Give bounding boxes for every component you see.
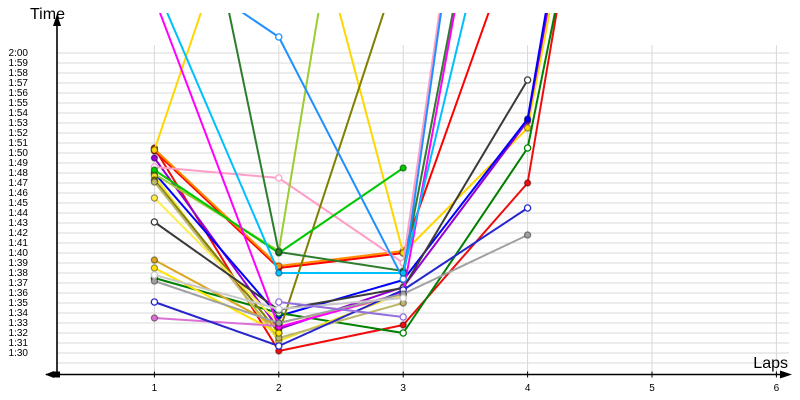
series-line-yellow-4 (153, 267, 280, 334)
x-axis-label: 2 (276, 383, 282, 394)
series-line-dodger-blue (241, 13, 442, 280)
data-point-gray (275, 319, 283, 327)
data-point-navy (523, 204, 532, 212)
data-point-silver (399, 294, 407, 302)
data-point-silver (275, 305, 283, 313)
y-axis-label: 1:47 (9, 178, 29, 189)
y-axis-label: 1:39 (9, 258, 29, 269)
y-axis-label: 1:59 (9, 58, 29, 69)
data-point-silver (150, 271, 159, 279)
y-axis-title: Time (30, 6, 65, 23)
series-line-dark-green (228, 13, 454, 272)
data-point-gray (523, 231, 532, 239)
y-axis-label: 1:54 (9, 108, 29, 119)
data-point-deep-sky-blue (275, 269, 283, 277)
data-point-dodger-blue (399, 275, 407, 283)
y-axis-label: 1:44 (9, 208, 29, 219)
data-point-red-2 (399, 321, 407, 329)
origin-marker (54, 371, 60, 378)
x-axis-arrow-right (780, 370, 792, 379)
y-axis-label: 1:32 (9, 328, 29, 339)
series-line-deep-sky-blue (166, 13, 467, 274)
data-point-goldenrod (150, 256, 159, 264)
y-axis-label: 1:56 (9, 88, 29, 99)
y-axis-label: 1:33 (9, 318, 29, 329)
y-axis-label: 1:41 (9, 238, 29, 249)
y-axis-arrow (53, 14, 61, 26)
y-axis-label: 1:42 (9, 228, 29, 239)
data-point-green (399, 164, 407, 172)
y-axis-label: 1:46 (9, 188, 29, 199)
y-axis-label: 1:35 (9, 298, 29, 309)
data-point-navy (150, 298, 159, 306)
y-axis-label: 1:38 (9, 268, 29, 279)
x-axis-arrow-left (45, 371, 54, 378)
data-point-yellow-3 (150, 194, 159, 202)
data-point-medium-purple (399, 313, 407, 321)
data-point-dodger-blue (275, 33, 283, 41)
data-point-black (523, 76, 532, 84)
data-point-green-open (399, 329, 407, 337)
data-point-black (150, 218, 159, 226)
y-axis-label: 1:34 (9, 308, 29, 319)
y-axis-label: 1:52 (9, 128, 29, 139)
y-axis-label: 1:36 (9, 288, 29, 299)
x-axis-title: Laps (753, 355, 788, 372)
x-axis-label: 4 (525, 383, 531, 394)
y-axis-label: 2:00 (9, 48, 29, 59)
data-point-pink (275, 174, 283, 182)
x-axis-label: 1 (152, 383, 158, 394)
y-axis-label: 1:53 (9, 118, 29, 129)
y-axis-tick-labels: 2:001:591:581:571:561:551:541:531:521:51… (9, 48, 29, 359)
y-axis-label: 1:45 (9, 198, 29, 209)
y-axis-label: 1:49 (9, 158, 29, 169)
data-point-blue (523, 115, 532, 123)
y-axis-label: 1:31 (9, 338, 29, 349)
y-axis-label: 1:48 (9, 168, 29, 179)
data-point-deep-sky-blue (399, 269, 407, 277)
data-point-gold (150, 146, 159, 154)
data-point-green-open (523, 144, 532, 152)
y-axis-label: 1:30 (9, 348, 29, 359)
data-point-dark-green (275, 248, 283, 256)
series-line-black (153, 79, 529, 311)
data-point-gray (150, 277, 159, 285)
data-point-gold (523, 124, 532, 132)
data-point-khaki (150, 178, 159, 186)
y-axis-label: 1:50 (9, 148, 29, 159)
x-axis-label: 5 (649, 383, 655, 394)
data-point-navy (275, 342, 283, 350)
x-axis-tick-labels: 1 2 3 4 5 6 (152, 383, 780, 394)
series-line-pink (154, 13, 441, 264)
y-axis-label: 1:43 (9, 218, 29, 229)
x-axis-label: 6 (774, 383, 780, 394)
series-line-navy (154, 207, 529, 347)
data-point-green (150, 166, 159, 174)
axes (45, 14, 792, 379)
y-axis-label: 1:51 (9, 138, 29, 149)
series-lines (150, 0, 558, 355)
data-point-magenta (151, 0, 157, 1)
y-axis-label: 1:40 (9, 248, 29, 259)
data-point-medium-purple (275, 298, 283, 306)
data-point-red-2 (523, 179, 532, 187)
data-point-violet (150, 314, 159, 322)
series-line-medium-purple (278, 301, 404, 318)
series-line-red (153, 13, 490, 269)
data-point-yellow-4 (275, 329, 283, 337)
series-line-violet (154, 317, 279, 327)
data-point-yellow-4 (150, 264, 159, 272)
y-axis-label: 1:57 (9, 78, 29, 89)
y-axis-label: 1:58 (9, 68, 29, 79)
y-axis-label: 1:37 (9, 278, 29, 289)
data-point-purple (150, 154, 159, 162)
x-axis-label: 3 (400, 383, 406, 394)
y-axis-label: 1:55 (9, 98, 29, 109)
